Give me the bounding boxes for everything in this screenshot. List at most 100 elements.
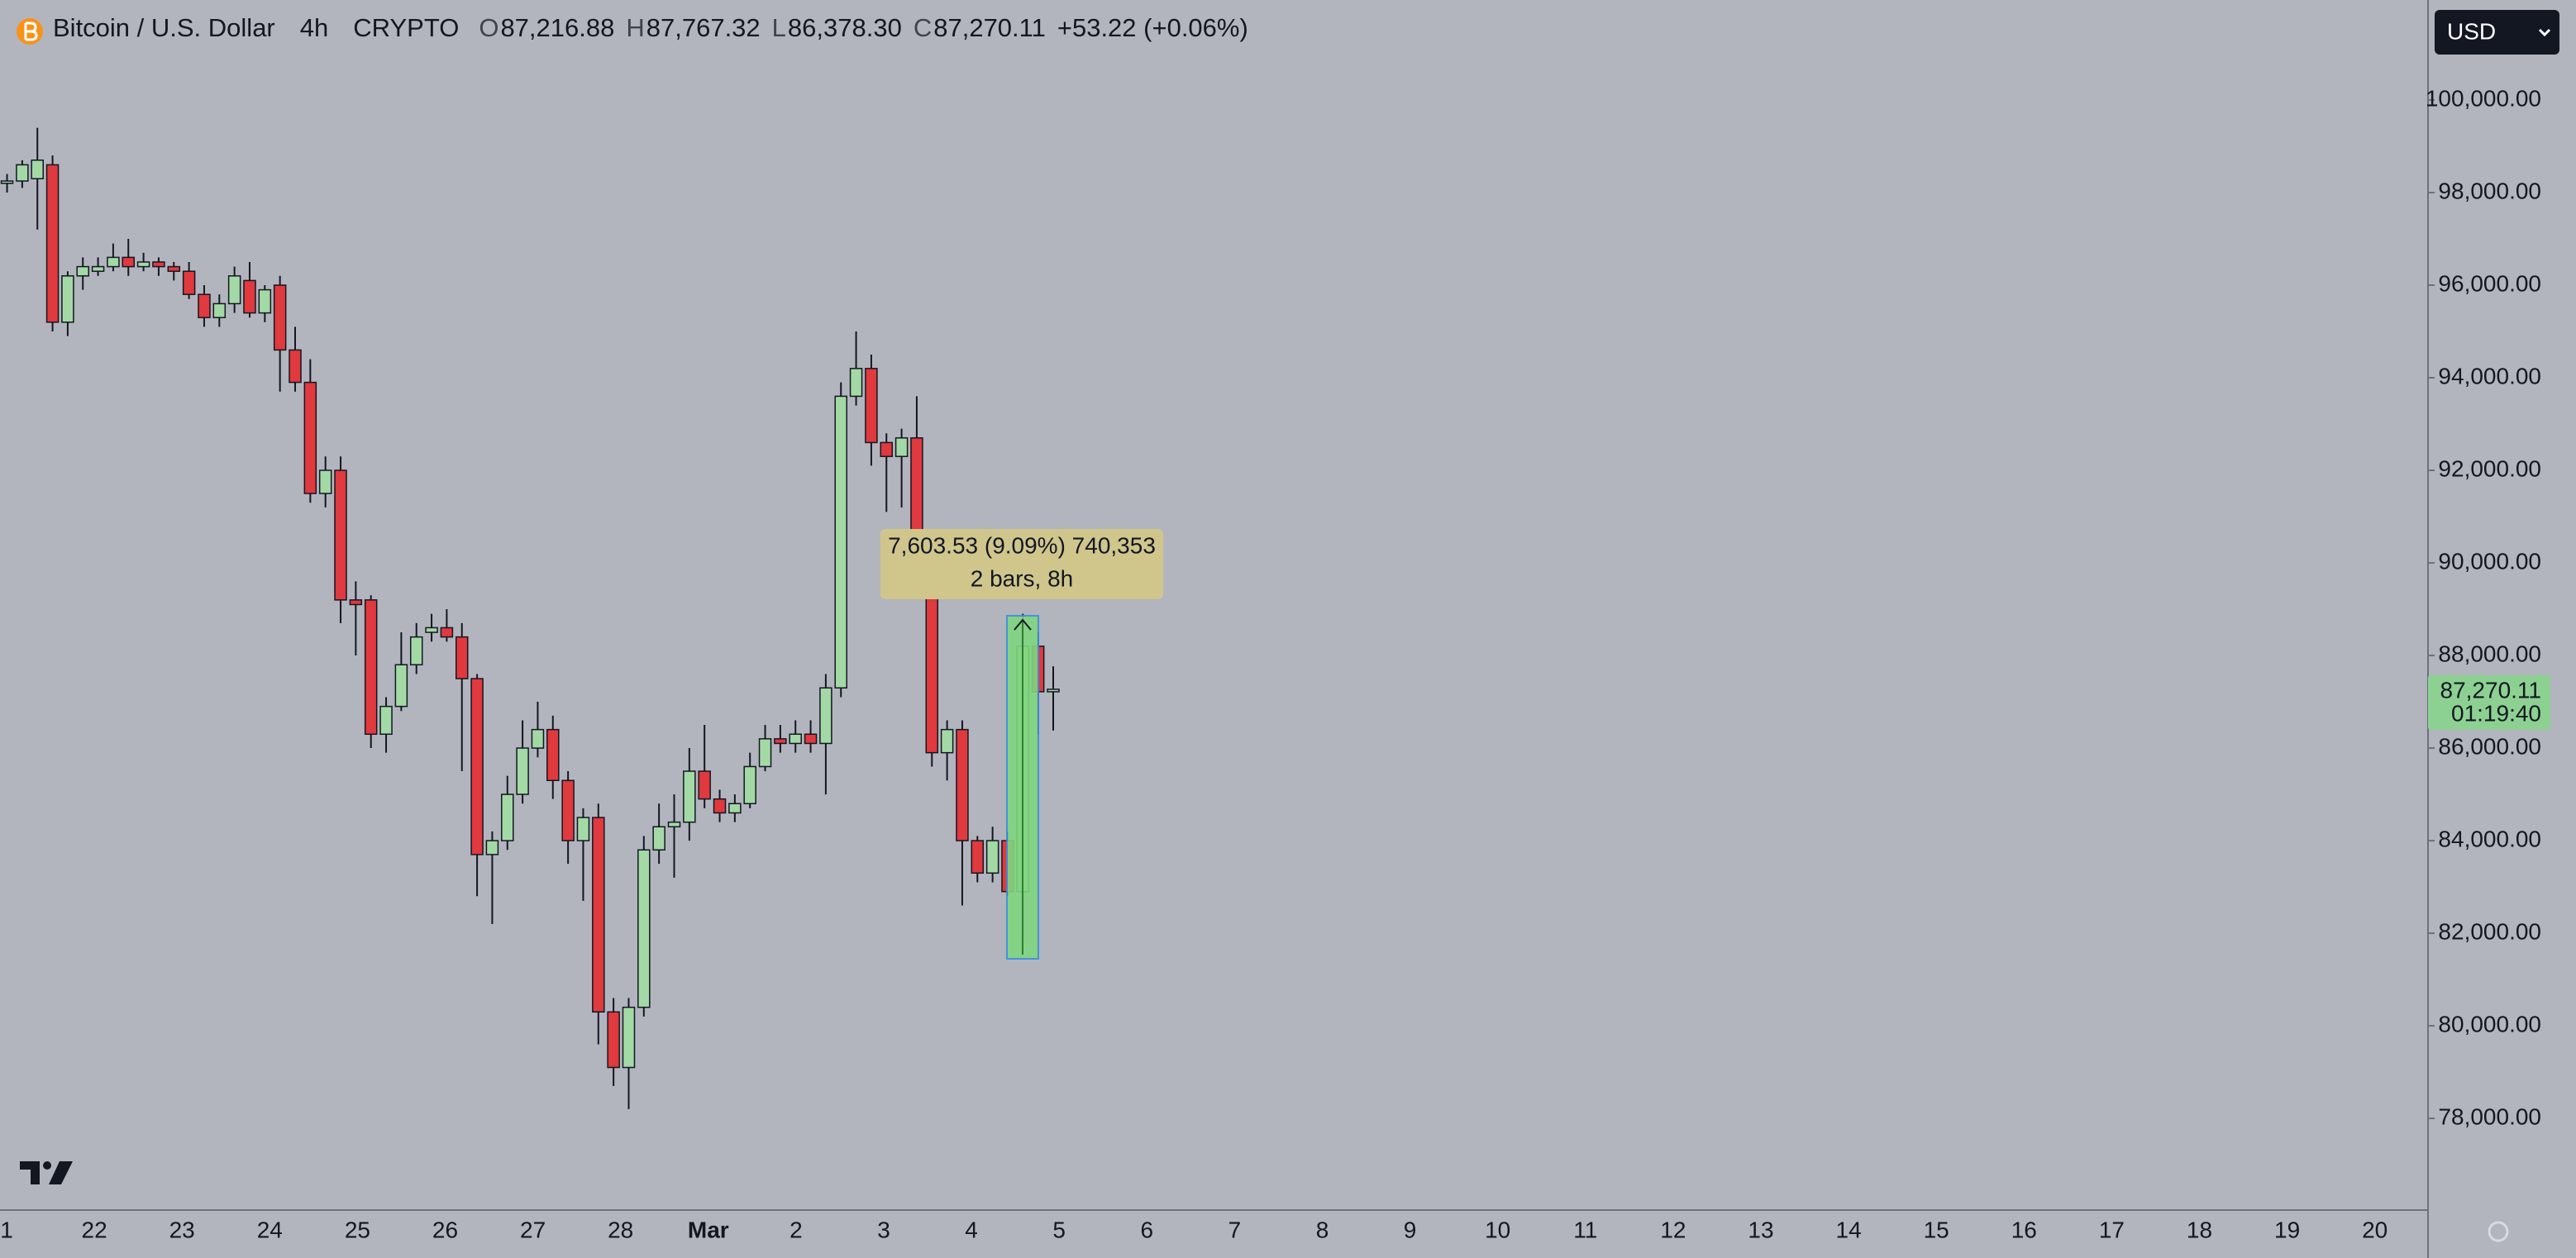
x-tick-label: 12 <box>1660 1217 1686 1242</box>
candle-body <box>698 770 711 800</box>
candle-body <box>0 180 14 184</box>
candle-body <box>546 728 560 782</box>
x-tick-label: 13 <box>1748 1217 1773 1242</box>
x-tick-label: 2 <box>789 1217 803 1242</box>
candle-body <box>652 826 665 851</box>
x-tick-label: 4 <box>965 1217 978 1242</box>
candle-body <box>289 349 302 384</box>
candle-body <box>198 293 211 318</box>
candle-body <box>622 1006 636 1069</box>
candle-body <box>349 599 363 606</box>
candle-body <box>516 747 529 795</box>
candle-body <box>592 817 605 1013</box>
candle-body <box>789 733 802 745</box>
candle-body <box>971 840 985 874</box>
y-tick-label: 98,000.00 <box>2438 178 2541 203</box>
candle-body <box>956 728 969 841</box>
ohlc-value: 87,767.32 <box>646 13 761 42</box>
candle-body <box>637 849 651 1008</box>
candle-body <box>227 275 241 305</box>
candle-body <box>804 733 818 745</box>
x-tick-label: 22 <box>82 1217 107 1242</box>
candle-body <box>76 265 89 277</box>
candle-body <box>455 636 469 679</box>
x-tick-label: 14 <box>1836 1217 1862 1242</box>
candle-body <box>743 765 756 805</box>
candle-body <box>774 738 787 745</box>
candle-body <box>379 705 393 736</box>
currency-label[interactable]: USD <box>2447 18 2496 44</box>
current-price: 87,270.11 <box>2440 677 2542 703</box>
candle-body <box>758 738 772 768</box>
candle-body <box>243 279 256 314</box>
candle-body <box>713 798 727 814</box>
ohlc-value: 87,270.11 <box>933 13 1046 42</box>
price-change: +53.22 (+0.06%) <box>1057 13 1248 42</box>
candle-body <box>167 265 181 272</box>
symbol-header: Bitcoin / U.S. Dollar 4h CRYPTO O87,216.88 H… <box>53 13 1260 43</box>
x-tick-label: 7 <box>1228 1217 1242 1242</box>
candle-body <box>409 636 423 665</box>
candle-body <box>273 284 287 351</box>
y-tick-label: 88,000.00 <box>2438 641 2541 666</box>
candle-body <box>894 437 909 457</box>
candle-body <box>485 840 499 855</box>
ohlc-key: C <box>913 13 933 42</box>
x-tick-label: 16 <box>2011 1217 2037 1242</box>
x-tick-label: Mar <box>688 1217 729 1242</box>
x-tick-label: 3 <box>877 1217 890 1242</box>
x-tick-label: 18 <box>2187 1217 2212 1242</box>
candle-body <box>728 803 742 814</box>
y-tick-label: 94,000.00 <box>2438 363 2541 388</box>
settings-icon[interactable] <box>2488 1221 2509 1242</box>
candle-body <box>394 664 408 708</box>
tradingview-logo <box>20 1161 73 1184</box>
candle-body <box>212 303 227 318</box>
x-tick-label: 24 <box>257 1217 283 1242</box>
x-tick-label: 27 <box>520 1217 546 1242</box>
candle-body <box>531 728 545 749</box>
candle-body <box>61 275 74 323</box>
candle-body <box>182 270 196 295</box>
candle-body <box>1047 689 1060 693</box>
y-tick-label: 80,000.00 <box>2438 1011 2541 1036</box>
dropdown-chevron[interactable] <box>2538 28 2551 37</box>
x-tick-label: 8 <box>1316 1217 1329 1242</box>
y-tick-label: 90,000.00 <box>2438 548 2541 574</box>
candle-body <box>940 728 954 754</box>
candle-body <box>152 261 165 268</box>
candle-body <box>425 627 438 633</box>
interval: 4h <box>299 13 329 42</box>
candle-body <box>849 368 863 398</box>
x-tick-label: 10 <box>1485 1217 1510 1242</box>
y-tick-label: 78,000.00 <box>2438 1103 2541 1129</box>
x-tick-label: 19 <box>2274 1217 2300 1242</box>
x-tick-label: 6 <box>1141 1217 1154 1242</box>
candle-body <box>985 840 999 874</box>
ohlc-value: 86,378.30 <box>787 13 902 42</box>
candle-body <box>819 687 832 745</box>
ohlc-key: O <box>479 13 499 42</box>
current-price-box <box>2428 674 2550 730</box>
x-tick-label: 25 <box>345 1217 370 1242</box>
x-tick-label: 28 <box>608 1217 633 1242</box>
measure-text: 7,603.53 (9.09%) 740,353 <box>888 532 1156 558</box>
ohlc-value: 87,216.88 <box>500 13 615 42</box>
measure-tool: 7,603.53 (9.09%) 740,353 2 bars, 8h <box>880 529 1163 960</box>
measure-arrow <box>1014 618 1032 631</box>
x-tick-label: 17 <box>2099 1217 2125 1242</box>
candle-body <box>334 469 347 601</box>
measure-text: 2 bars, 8h <box>971 565 1074 591</box>
candle-body <box>667 821 681 828</box>
candle-body <box>318 469 332 494</box>
candle-body <box>16 164 29 182</box>
candle-body <box>258 288 272 314</box>
candle-body <box>107 256 120 268</box>
candle-body <box>31 160 44 179</box>
candle-body <box>561 779 575 841</box>
currency-dropdown[interactable] <box>2435 10 2559 55</box>
y-tick-label: 92,000.00 <box>2438 455 2541 481</box>
y-tick-label: 84,000.00 <box>2438 826 2541 851</box>
